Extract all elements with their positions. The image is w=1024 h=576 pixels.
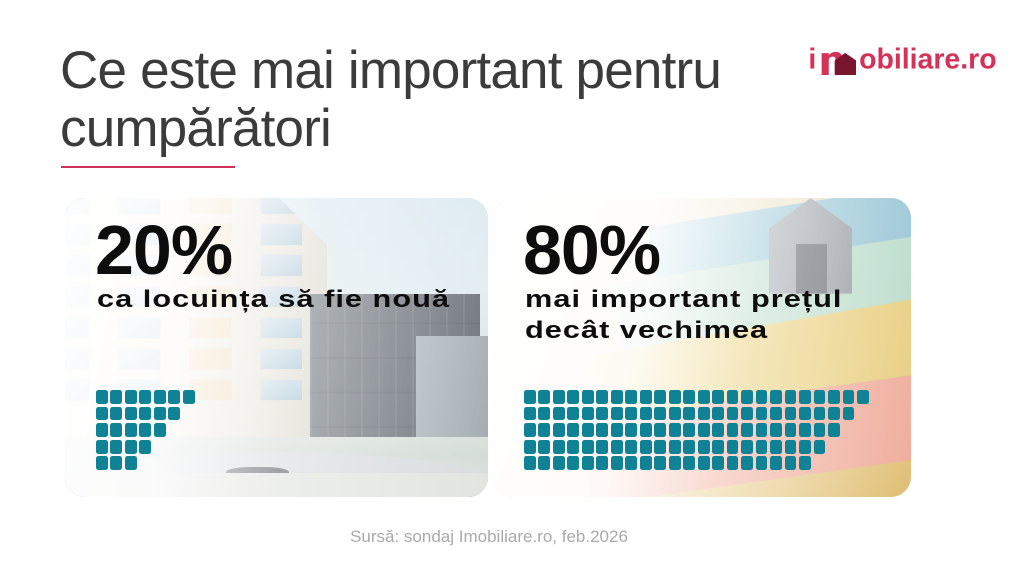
svg-text:obiliare.ro: obiliare.ro xyxy=(859,43,996,75)
svg-text:i: i xyxy=(808,43,816,75)
